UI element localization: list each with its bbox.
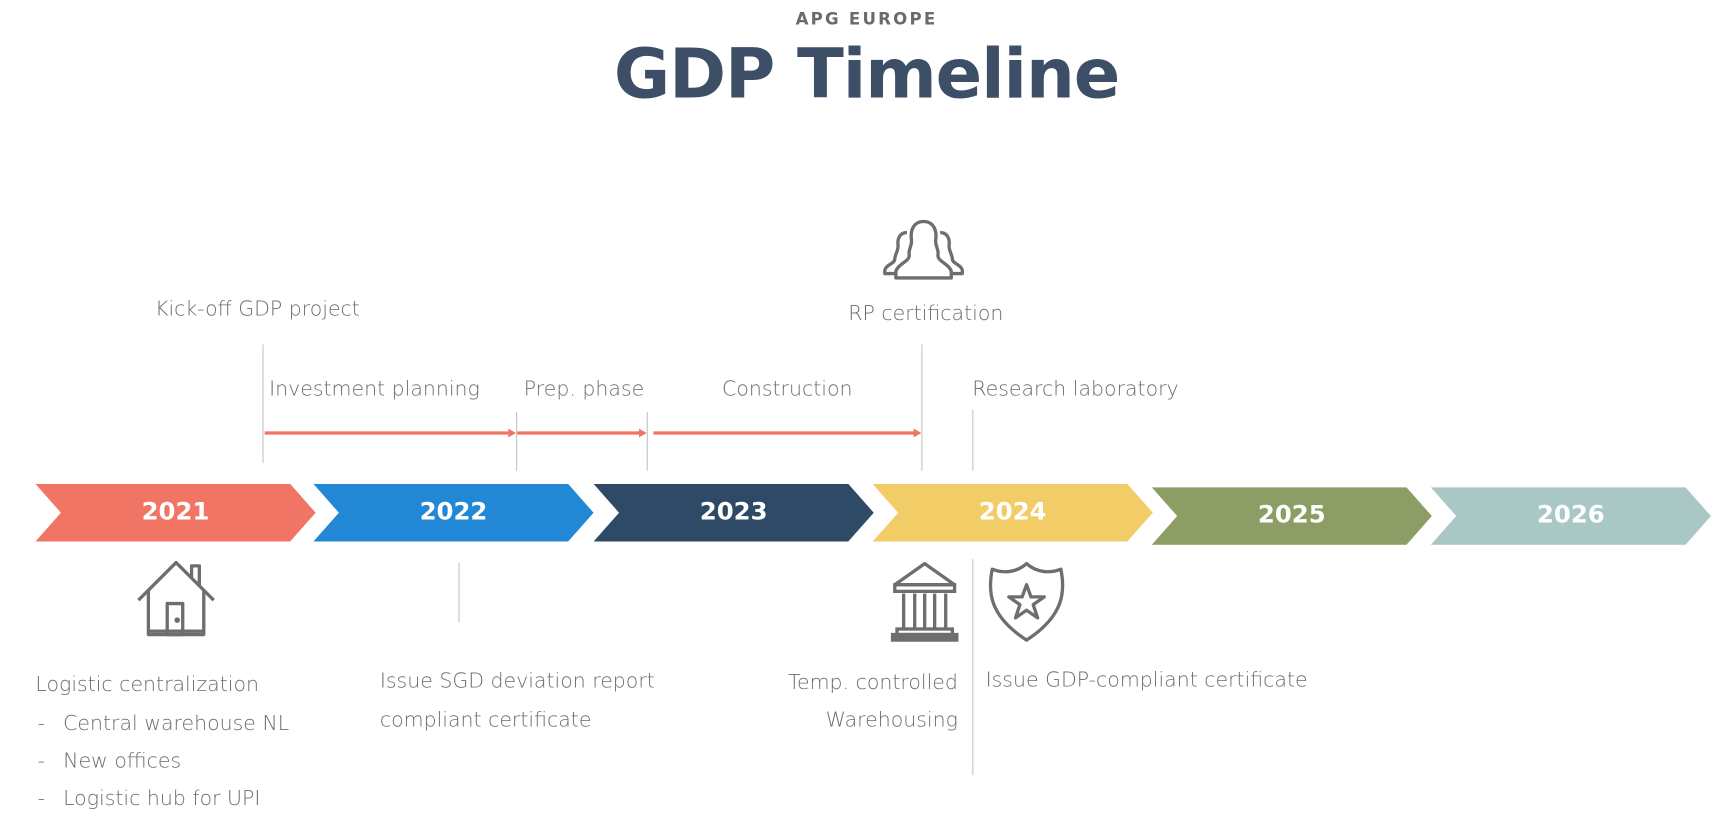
chevron-shape [1151, 487, 1432, 545]
divider [972, 409, 974, 471]
year-label: 2026 [1536, 501, 1605, 530]
year-chevron-2021: 2021 [35, 483, 316, 542]
year-label: 2023 [699, 498, 768, 527]
gdp-certificate-label: Issue GDP-compliant certificate [985, 668, 1308, 693]
divider [646, 411, 648, 471]
logistic-item: Logistic hub for UPI [63, 787, 261, 811]
divider [458, 562, 460, 623]
year-label: 2024 [978, 498, 1047, 527]
page-title: GDP Timeline [613, 33, 1120, 115]
chevron-shape [313, 483, 594, 542]
sgd-line-2: compliant certificate [379, 708, 592, 732]
chevron-shape [35, 483, 316, 542]
year-label: 2021 [141, 498, 210, 527]
phase-prep-label: Prep. phase [523, 377, 645, 401]
chevron-shape [872, 483, 1153, 542]
people-icon [883, 219, 964, 280]
temp-line-2: Warehousing [825, 708, 958, 732]
year-chevron-2023: 2023 [593, 483, 874, 542]
phase-construction-label: Construction [722, 377, 853, 401]
year-label: 2025 [1257, 501, 1326, 530]
research-lab-label: Research laboratory [972, 377, 1179, 401]
list-bullet: - [37, 712, 46, 736]
logistic-title: Logistic centralization [35, 673, 259, 697]
phase-arrows [264, 428, 922, 438]
subtitle: APG EUROPE [795, 8, 938, 29]
bank-icon [890, 562, 959, 642]
house-icon [137, 560, 215, 637]
logistic-item: Central warehouse NL [63, 712, 290, 736]
year-chevron-2024: 2024 [872, 483, 1153, 542]
rp-certification-label: RP certification [848, 302, 1004, 326]
sgd-line-1: Issue SGD deviation report [379, 669, 655, 694]
temp-line-1: Temp. controlled [787, 671, 958, 695]
list-bullet: - [37, 749, 46, 773]
divider [516, 411, 518, 471]
phase-investment-label: Investment planning [269, 377, 480, 401]
divider [972, 559, 974, 776]
divider [921, 344, 923, 471]
divider [262, 344, 264, 463]
chevron-shape [1430, 487, 1711, 545]
year-chevron-2026: 2026 [1430, 487, 1711, 545]
list-bullet: - [37, 787, 46, 811]
year-chevron-2022: 2022 [313, 483, 594, 542]
logistic-item: New offices [63, 749, 182, 773]
shield-star-icon [988, 562, 1065, 642]
kickoff-label: Kick-off GDP project [155, 297, 360, 322]
chevron-shape [593, 483, 874, 542]
year-label: 2022 [419, 498, 488, 527]
year-chevron-2025: 2025 [1151, 487, 1432, 545]
